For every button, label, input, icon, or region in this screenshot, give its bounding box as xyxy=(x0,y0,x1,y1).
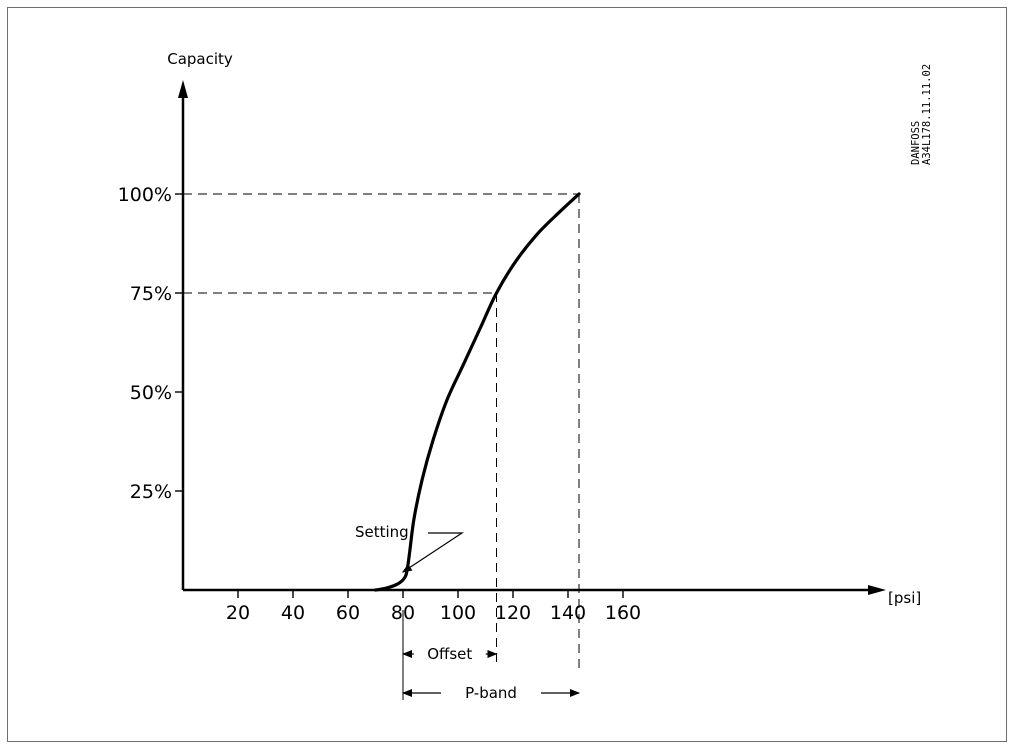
pband-label: P-band xyxy=(465,684,517,702)
setting-arrow xyxy=(401,532,464,573)
y-axis-label: Capacity xyxy=(167,50,233,68)
capacity-curve xyxy=(373,192,581,592)
y-tick-label-25: 25% xyxy=(130,481,172,503)
doc-code-line-2: A34L178.11.11.02 xyxy=(921,64,933,165)
y-tick-label-50: 50% xyxy=(130,382,172,404)
y-axis-arrow xyxy=(178,80,188,98)
x-tick-label-140: 140 xyxy=(550,602,586,624)
x-tick-label-40: 40 xyxy=(281,602,305,624)
x-axis-arrow xyxy=(868,585,886,595)
offset-label: Offset xyxy=(427,645,472,663)
y-tick-label-100: 100% xyxy=(118,184,172,206)
x-tick-label-160: 160 xyxy=(605,602,641,624)
chart-frame xyxy=(7,7,1007,742)
x-tick-label-100: 100 xyxy=(440,602,476,624)
doc-code-line-1: DANFOSS xyxy=(910,121,922,165)
x-tick-label-120: 120 xyxy=(495,602,531,624)
x-tick-label-60: 60 xyxy=(336,602,360,624)
setting-label: Setting xyxy=(355,523,409,541)
y-tick-label-75: 75% xyxy=(130,283,172,305)
x-tick-label-20: 20 xyxy=(226,602,250,624)
x-axis-unit: [psi] xyxy=(888,589,921,607)
